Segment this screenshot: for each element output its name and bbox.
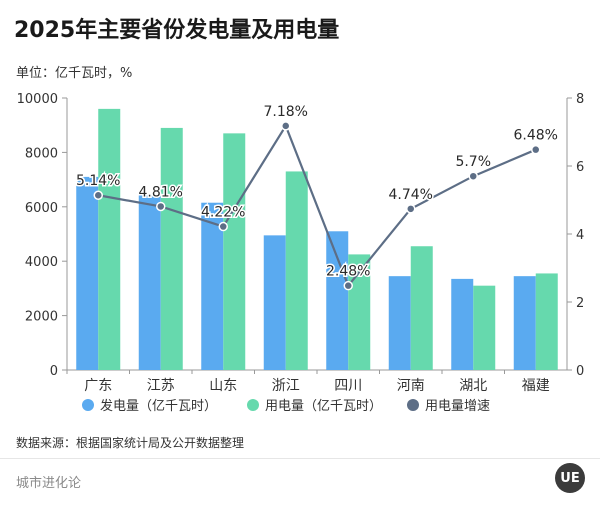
growth-data-label: 4.22% [201,205,245,221]
x-tick-label: 福建 [522,378,550,394]
bar-consumption [223,133,246,370]
footer-divider [0,458,600,459]
bar-generation [388,276,411,370]
growth-point [218,221,228,232]
y-right-tick-label: 0 [576,364,584,379]
combo-chart: 0 2000 4000 6000 8000 10000 0 2 4 6 8 广东 江苏 山东 浙江 四川 河南 湖… [17,92,585,414]
legend-label: 用电量增速 [425,399,490,414]
growth-point [93,190,103,200]
y-right-tick-label: 4 [576,228,584,243]
y-right-tick-label: 8 [576,92,584,107]
legend-marker [82,399,94,411]
bar-consumption [160,127,183,370]
growth-data-label: 2.48% [326,264,370,280]
data-source: 数据来源：根据国家统计局及公开数据整理 [16,436,245,450]
growth-point [406,204,416,214]
legend-marker [247,399,259,411]
bar-consumption [98,108,121,370]
bar-consumption [348,254,371,370]
bar-consumption [473,285,496,370]
growth-point [156,201,166,212]
y-left-tick-label: 0 [50,364,58,379]
y-left-tick-label: 2000 [25,310,58,325]
growth-data-label: 7.18% [264,104,308,120]
x-tick-label: 广东 [84,378,112,394]
x-tick-label: 湖北 [459,378,487,394]
bar-consumption [285,171,308,370]
growth-data-label: 5.7% [455,154,491,170]
legend-label: 用电量（亿千瓦时） [265,399,382,414]
growth-line [98,123,537,288]
growth-point [281,121,291,131]
growth-point [531,144,541,155]
y-left-tick-label: 4000 [25,255,58,270]
growth-point [343,280,353,291]
y-left-tick-label: 6000 [25,201,58,216]
bar-generation [513,276,536,370]
brand-name: 城市进化论 [16,476,82,491]
bar-generation [451,278,474,370]
x-tick-label: 河南 [397,378,425,394]
legend-label: 发电量（亿千瓦时） [100,398,217,414]
unit-label: 单位：亿千瓦时，% [16,66,133,81]
bar-generation [263,235,286,370]
growth-data-label: 5.14% [76,173,120,189]
brand-logo-icon: UE [555,463,585,493]
y-left-tick-label: 10000 [17,92,58,107]
bar-consumption [535,273,558,370]
bar-generation [201,202,224,370]
y-right-tick-label: 6 [576,160,584,175]
growth-data-label: 4.81% [139,184,183,200]
bar-consumption [410,246,433,370]
bar-generation [326,231,349,370]
growth-data-label: 4.74% [389,187,433,203]
x-tick-label: 浙江 [272,378,300,394]
legend-marker [407,399,419,411]
bar-generation [76,176,99,370]
bar-generation [138,194,161,370]
growth-point [468,171,478,181]
chart-title: 2025年主要省份发电量及用电量 [14,18,340,43]
x-tick-label: 江苏 [147,378,175,394]
growth-data-label: 6.48% [514,128,558,144]
x-tick-label: 四川 [334,378,362,394]
y-right-tick-label: 2 [576,296,584,311]
y-left-tick-label: 8000 [25,146,58,161]
x-tick-label: 山东 [209,378,237,394]
